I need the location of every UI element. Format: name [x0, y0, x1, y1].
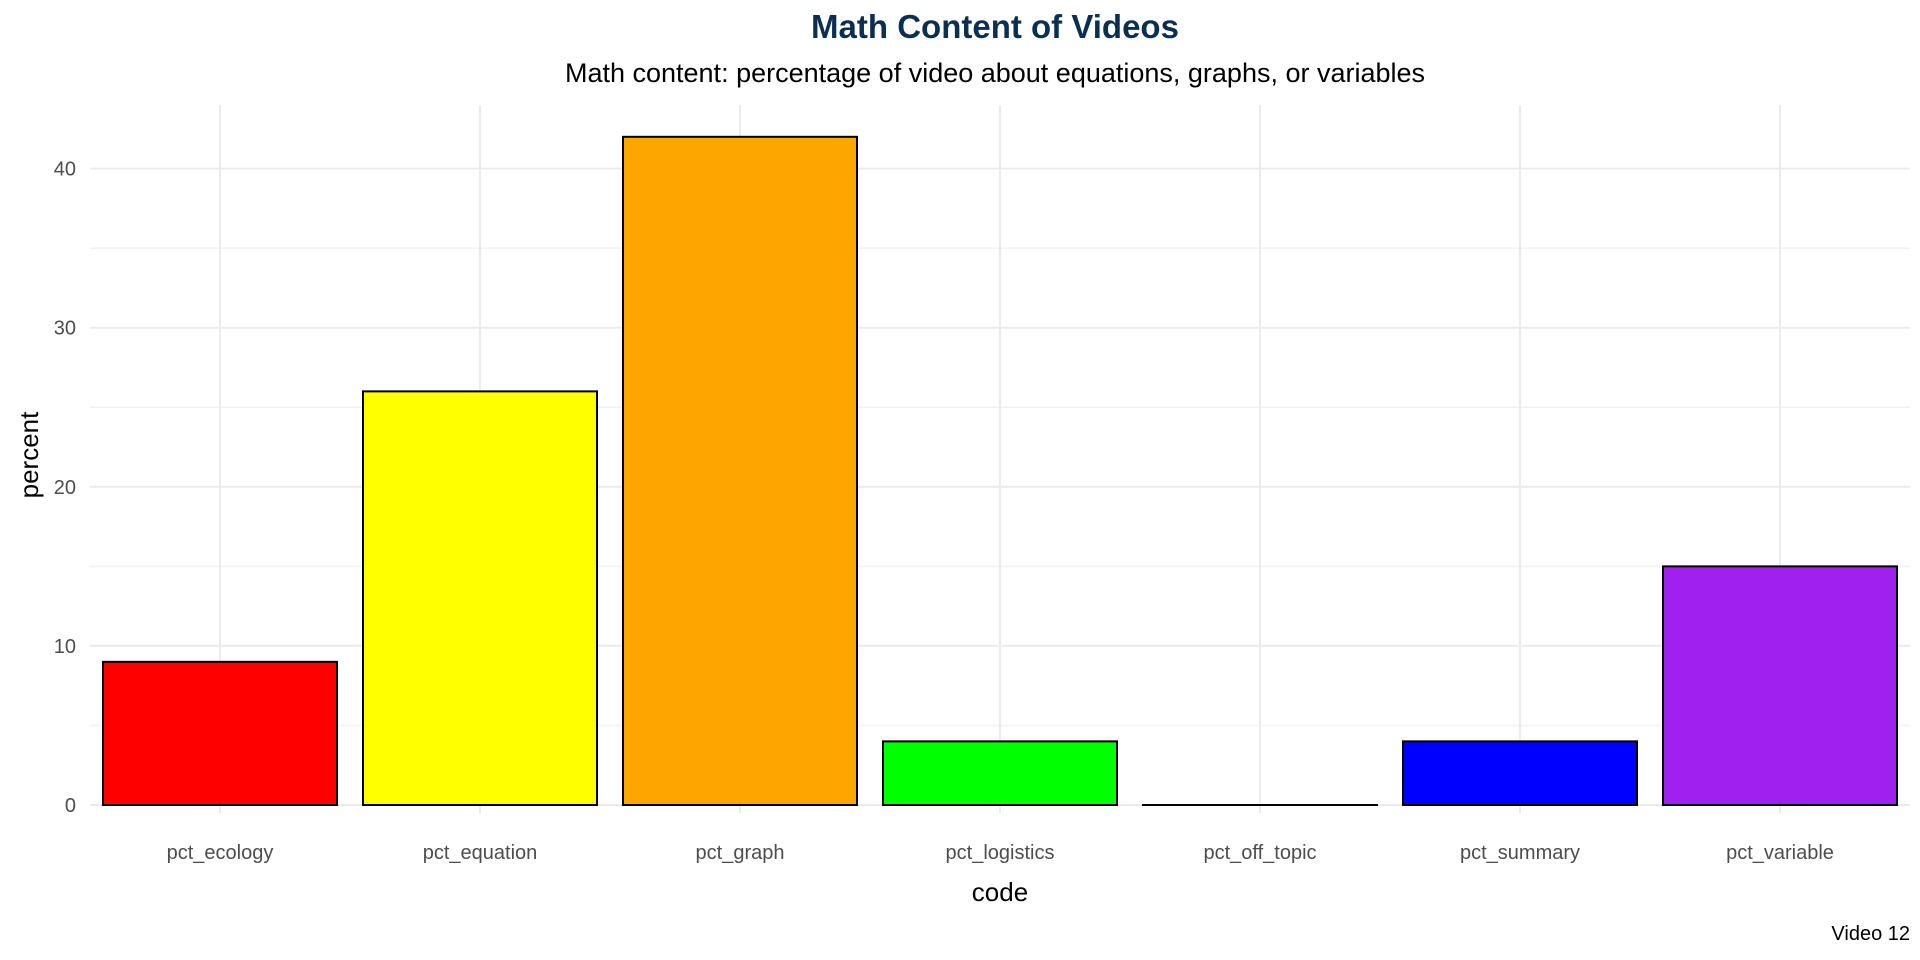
- x-tick-label: pct_graph: [696, 842, 785, 864]
- y-axis-ticks: 0 10 20 30 40: [54, 159, 76, 817]
- chart-title: Math Content of Videos: [811, 8, 1179, 45]
- bar-pct_summary: [1402, 740, 1638, 807]
- bar-pct_graph: [622, 135, 858, 806]
- y-axis-title: percent: [14, 411, 44, 498]
- x-tick-label: pct_off_topic: [1203, 842, 1316, 864]
- x-tick-label: pct_summary: [1460, 842, 1580, 864]
- bar-pct_variable: [1662, 565, 1898, 807]
- bar-pct_equation: [362, 390, 598, 806]
- x-axis-ticks: pct_ecology pct_equation pct_graph pct_logi…: [167, 842, 1834, 864]
- x-tick-label: pct_variable: [1726, 842, 1834, 864]
- chart-caption: Video 12: [1831, 923, 1910, 945]
- y-tick-label: 30: [54, 318, 76, 340]
- chart-subtitle: Math content: percentage of video about …: [564, 58, 1426, 88]
- bar-pct_ecology: [102, 660, 338, 806]
- x-axis-title: code: [972, 877, 1028, 907]
- x-tick-label: pct_ecology: [167, 842, 274, 864]
- y-tick-label: 40: [54, 159, 76, 181]
- y-tick-label: 0: [65, 795, 76, 817]
- x-tick-label: pct_equation: [423, 842, 538, 864]
- y-tick-label: 10: [54, 636, 76, 658]
- bars: [102, 135, 1898, 807]
- x-tick-label: pct_logistics: [946, 842, 1055, 864]
- y-tick-label: 20: [54, 477, 76, 499]
- bar-pct_logistics: [882, 740, 1118, 807]
